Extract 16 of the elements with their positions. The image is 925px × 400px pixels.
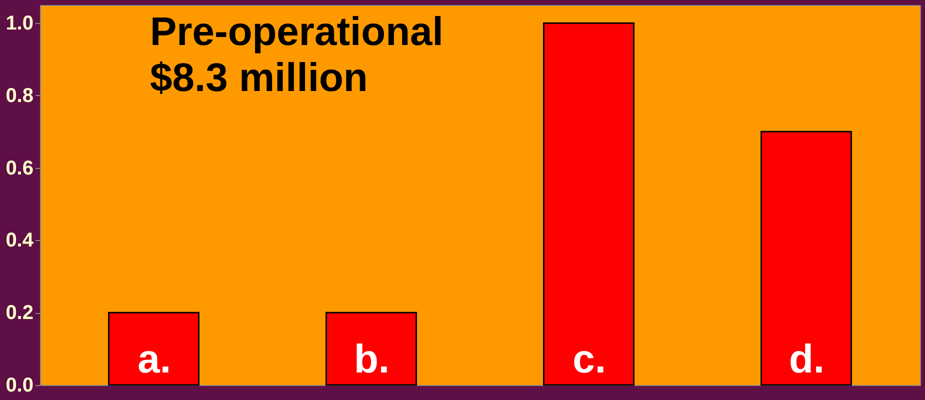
bar: [108, 312, 200, 386]
annotation: $8.3 million: [150, 56, 368, 100]
y-tick-label: 0.4: [6, 230, 34, 252]
x-tick-label: c.: [572, 338, 606, 382]
y-tick-label: 0.8: [6, 84, 34, 107]
y-tick-label: 0.0: [6, 374, 34, 396]
y-tick-label: 1.0: [6, 12, 34, 35]
bar: [326, 312, 417, 386]
x-tick-label: d.: [788, 338, 825, 382]
x-tick-label: a.: [138, 338, 171, 382]
bar: [760, 130, 852, 386]
x-tick-label: b.: [354, 338, 390, 382]
y-tick-label: 0.6: [6, 157, 34, 180]
annotation: Pre-operational: [150, 10, 444, 54]
y-tick-label: 0.2: [6, 302, 34, 324]
bar: [543, 22, 634, 386]
